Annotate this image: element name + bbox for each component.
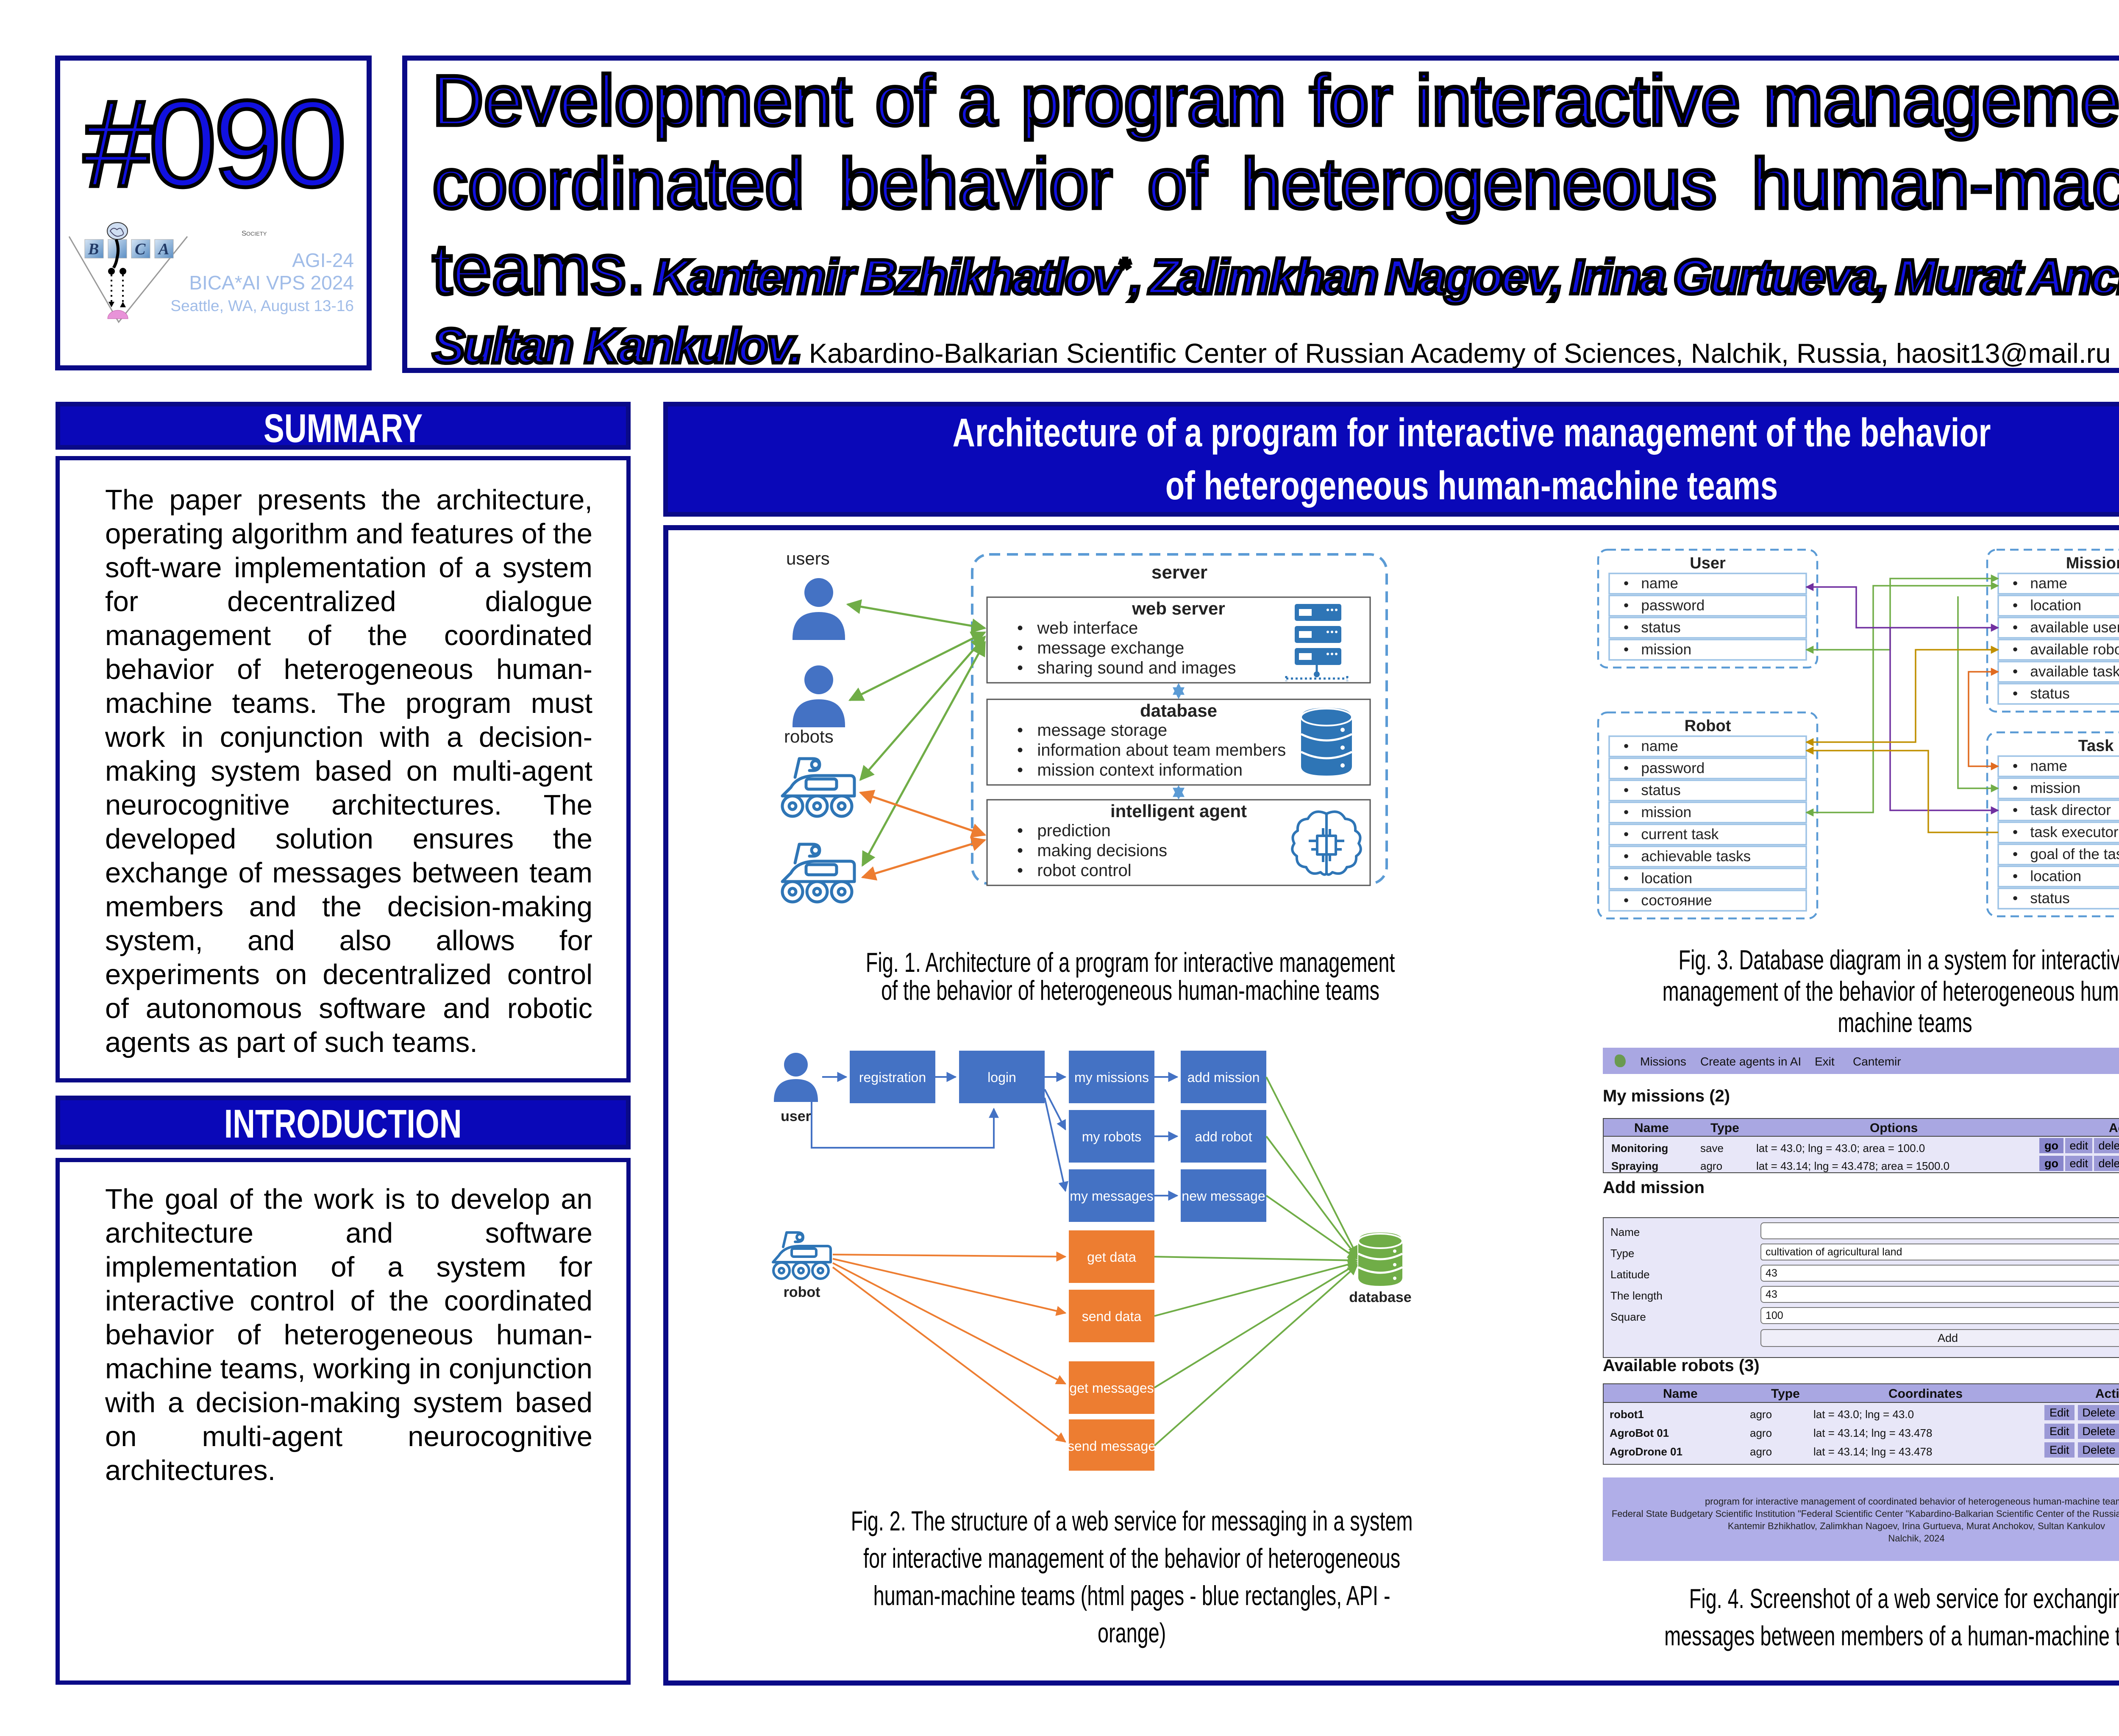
- svg-text:S: S: [242, 229, 246, 237]
- svg-text:• name: • name: [1624, 575, 1678, 592]
- svg-text:• location: • location: [2013, 868, 2081, 885]
- svg-text:server: server: [1151, 562, 1207, 583]
- svg-text:send data: send data: [1082, 1309, 1142, 1324]
- svg-text:robots: robots: [784, 726, 834, 746]
- svg-text:• status: • status: [1624, 782, 1681, 798]
- svg-text:• name: • name: [2013, 758, 2067, 774]
- svg-text:• status: • status: [2013, 685, 2070, 702]
- svg-text:web server: web server: [1132, 598, 1225, 618]
- svg-text:• location: • location: [1624, 870, 1692, 887]
- svg-text:• location: • location: [2013, 597, 2081, 614]
- svg-text:• task executor: • task executor: [2013, 824, 2119, 840]
- svg-text:User: User: [1690, 554, 1726, 572]
- svg-text:• available users: • available users: [2013, 619, 2119, 636]
- svg-text:• achievable tasks: • achievable tasks: [1624, 848, 1751, 865]
- svg-text:• mission: • mission: [2013, 780, 2080, 796]
- svg-text:user: user: [781, 1108, 811, 1124]
- svg-text:• prediction: • prediction: [1017, 821, 1111, 840]
- svg-text:get messages: get messages: [1069, 1380, 1154, 1396]
- svg-text:• mission: • mission: [1624, 641, 1691, 658]
- svg-text:• task director: • task director: [2013, 802, 2111, 818]
- svg-text:C: C: [135, 240, 146, 258]
- svg-text:• information about team mem: • information about team members: [1017, 741, 1286, 760]
- svg-text:Robot: Robot: [1685, 717, 1731, 735]
- svg-text:• available tasks: • available tasks: [2013, 663, 2119, 680]
- svg-text:my robots: my robots: [1082, 1129, 1141, 1144]
- svg-text:add robot: add robot: [1195, 1129, 1252, 1144]
- svg-text:users: users: [786, 548, 830, 568]
- svg-text:• robot control: • robot control: [1017, 861, 1132, 880]
- svg-text:my messages: my messages: [1070, 1188, 1153, 1204]
- svg-text:• goal of the task: • goal of the task: [2013, 846, 2119, 862]
- svg-text:• состояние: • состояние: [1624, 892, 1712, 909]
- svg-text:• password: • password: [1624, 760, 1705, 776]
- svg-text:• sharing sound and images: • sharing sound and images: [1017, 659, 1236, 677]
- svg-text:database: database: [1140, 701, 1217, 721]
- svg-text:• making decisions: • making decisions: [1017, 841, 1167, 860]
- svg-text:• web interface: • web interface: [1017, 619, 1138, 637]
- svg-text:• message storage: • message storage: [1017, 721, 1167, 740]
- svg-text:database: database: [1349, 1289, 1411, 1305]
- svg-text:intelligent agent: intelligent agent: [1110, 801, 1247, 821]
- svg-text:• password: • password: [1624, 597, 1705, 614]
- svg-text:• message exchange: • message exchange: [1017, 639, 1184, 657]
- svg-text:Mission: Mission: [2066, 554, 2119, 572]
- svg-text:• available robots: • available robots: [2013, 641, 2119, 658]
- svg-text:get data: get data: [1087, 1249, 1136, 1265]
- svg-text:login: login: [987, 1070, 1016, 1085]
- svg-text:A: A: [158, 240, 169, 258]
- svg-text:OCIETY: OCIETY: [246, 231, 267, 237]
- svg-text:registration: registration: [859, 1070, 926, 1085]
- svg-text:• current task: • current task: [1624, 826, 1719, 843]
- svg-text:• name: • name: [2013, 575, 2067, 592]
- svg-text:Task: Task: [2078, 737, 2114, 755]
- svg-text:• mission: • mission: [1624, 804, 1691, 821]
- svg-text:• name: • name: [1624, 738, 1678, 754]
- svg-text:robot: robot: [784, 1284, 820, 1300]
- svg-text:B: B: [88, 240, 99, 258]
- svg-text:• status: • status: [2013, 890, 2070, 907]
- svg-text:add mission: add mission: [1187, 1070, 1260, 1085]
- svg-text:send message: send message: [1068, 1438, 1156, 1454]
- svg-text:• mission context informatio: • mission context information: [1017, 761, 1243, 779]
- svg-text:• status: • status: [1624, 619, 1681, 636]
- svg-text:new message: new message: [1182, 1188, 1265, 1204]
- svg-text:my missions: my missions: [1074, 1070, 1149, 1085]
